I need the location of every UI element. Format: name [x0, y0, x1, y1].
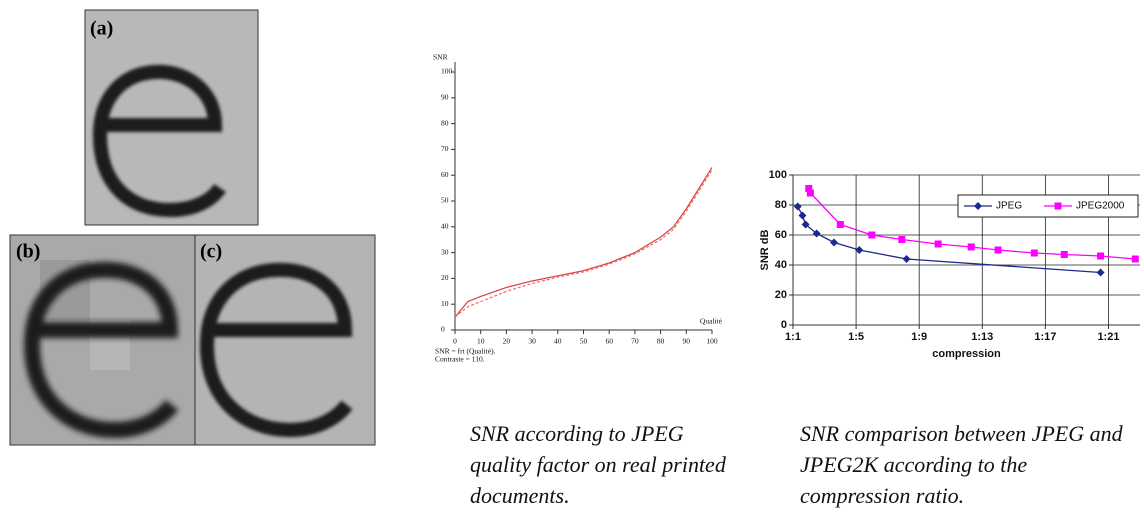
y-tick-label: 0: [781, 319, 787, 331]
y-tick-label: 40: [441, 222, 449, 231]
x-tick-label: 1:5: [848, 331, 864, 343]
marker: [898, 236, 905, 243]
legend-label: JPEG2000: [1076, 201, 1125, 212]
y-tick-label: 40: [775, 259, 787, 271]
x-tick-label: 40: [554, 337, 562, 346]
y-axis-label: SNR: [433, 53, 448, 62]
marker: [830, 239, 838, 247]
series-line: [455, 167, 712, 317]
panel-c: (c): [195, 235, 375, 445]
x-tick-label: 80: [657, 337, 665, 346]
y-tick-label: 0: [441, 325, 445, 334]
y-tick-label: 70: [441, 144, 449, 153]
y-tick-label: 80: [775, 199, 787, 211]
x-tick-label: 30: [528, 337, 536, 346]
legend-marker: [1055, 203, 1062, 210]
y-tick-label: 20: [441, 273, 449, 282]
y-tick-label: 60: [775, 229, 787, 241]
x-tick-label: 50: [580, 337, 588, 346]
y-tick-label: 80: [441, 118, 449, 127]
marker: [995, 247, 1002, 254]
x-tick-label: 1:13: [971, 331, 993, 343]
caption: SNR according to JPEG quality factor on …: [470, 418, 740, 511]
x-tick-label: 20: [503, 337, 511, 346]
y-axis-label: SNR dB: [759, 229, 771, 270]
marker: [798, 212, 806, 220]
x-tick-label: 1:1: [785, 331, 801, 343]
panel-b: (b): [10, 235, 195, 445]
marker: [935, 241, 942, 248]
marker: [868, 232, 875, 239]
y-tick-label: 100: [441, 67, 453, 76]
panel-a: (a): [85, 10, 258, 225]
x-tick-label: 60: [605, 337, 613, 346]
y-tick-label: 100: [769, 169, 787, 181]
y-tick-label: 20: [775, 289, 787, 301]
marker: [903, 255, 911, 263]
marker: [807, 190, 814, 197]
marker: [968, 244, 975, 251]
panel-label: (b): [16, 241, 40, 263]
x-tick-label: 10: [477, 337, 485, 346]
x-axis-label: compression: [932, 348, 1001, 360]
y-tick-label: 60: [441, 170, 449, 179]
x-tick-label: 0: [453, 337, 457, 346]
x-tick-label: 1:17: [1034, 331, 1056, 343]
page: (a) (b) (c) 0 10 20 30 40 50 60 70 80 90 100 0 10 20 3…: [0, 0, 1144, 515]
x-tick-label: 90: [683, 337, 691, 346]
marker: [794, 203, 802, 211]
caption: SNR comparison between JPEG and JPEG2K a…: [800, 418, 1140, 511]
panel-label: (a): [90, 18, 113, 40]
x-tick-label: 70: [631, 337, 639, 346]
legend-label: JPEG: [996, 201, 1022, 212]
x-axis-label: Qualité: [700, 317, 723, 326]
x-tick-label: 1:21: [1097, 331, 1119, 343]
panel-label: (c): [200, 241, 222, 263]
x-tick-label: 100: [706, 337, 718, 346]
y-tick-label: 30: [441, 247, 449, 256]
series-line: [455, 170, 712, 317]
annotation: Contraste = 110.: [435, 355, 485, 364]
marker: [1031, 250, 1038, 257]
marker: [1061, 251, 1068, 258]
marker: [837, 221, 844, 228]
y-tick-label: 50: [441, 196, 449, 205]
x-tick-label: 1:9: [911, 331, 927, 343]
y-tick-label: 10: [441, 299, 449, 308]
marker: [1097, 253, 1104, 260]
marker: [1132, 256, 1139, 263]
marker: [1097, 269, 1105, 277]
y-tick-label: 90: [441, 93, 449, 102]
